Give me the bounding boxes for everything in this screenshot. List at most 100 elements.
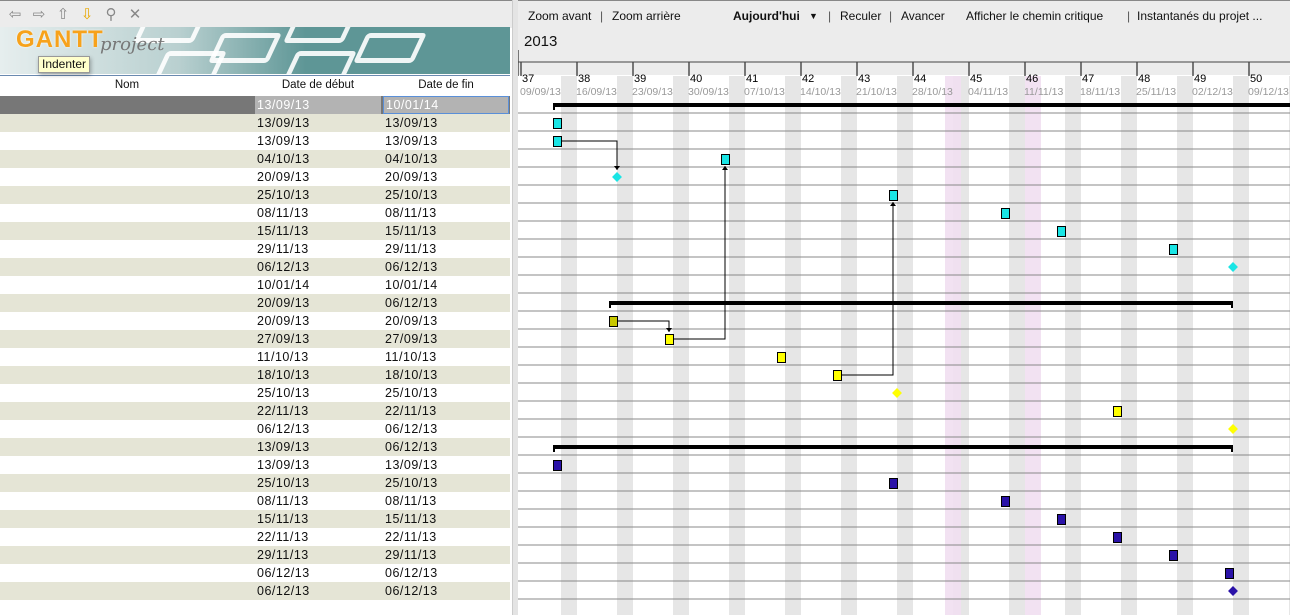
start-date-cell[interactable]: 13/09/13 — [257, 134, 310, 148]
end-date-cell[interactable]: 06/12/13 — [385, 440, 438, 454]
table-row[interactable]: Gestion des tests d'intégration27/09/132… — [0, 330, 510, 348]
unlink-icon[interactable]: ✕ — [128, 6, 142, 23]
end-date-cell[interactable]: 06/12/13 — [385, 260, 438, 274]
end-date-cell[interactable]: 08/11/13 — [385, 206, 437, 220]
critical-path-button[interactable]: Afficher le chemin critique — [966, 9, 1104, 23]
arrow-up-icon[interactable]: ⇧ — [56, 6, 70, 23]
start-date-cell[interactable]: 11/10/13 — [257, 350, 309, 364]
table-row[interactable]: Gestion des tests unitaires20/09/1320/09… — [0, 312, 510, 330]
table-row[interactable]: Méthodologie de gestion de ve...25/10/13… — [0, 186, 510, 204]
end-date-cell[interactable]: 20/09/13 — [385, 170, 438, 184]
end-date-cell[interactable]: 29/11/13 — [385, 242, 437, 256]
end-date-cell[interactable]: 20/09/13 — [385, 314, 438, 328]
end-date-cell[interactable]: 25/10/13 — [385, 476, 438, 490]
arrow-right-icon[interactable]: ⇨ — [32, 6, 46, 23]
snapshots-button[interactable]: Instantanés du projet ... — [1137, 9, 1263, 23]
arrow-down-icon[interactable]: ⇩ — [80, 6, 94, 23]
start-date-cell[interactable]: 06/12/13 — [257, 566, 310, 580]
end-date-cell[interactable]: 13/09/13 — [385, 134, 438, 148]
end-date-cell[interactable]: 25/10/13 — [385, 386, 438, 400]
start-date-cell[interactable]: 29/11/13 — [257, 548, 309, 562]
start-date-cell[interactable]: 20/09/13 — [257, 314, 310, 328]
start-date-cell[interactable]: 06/12/13 — [257, 422, 310, 436]
start-date-cell[interactable]: 08/11/13 — [257, 206, 309, 220]
start-date-cell[interactable]: 13/09/13 — [255, 96, 381, 114]
start-date-cell[interactable]: 10/01/14 — [257, 278, 310, 292]
end-date-cell[interactable]: 08/11/13 — [385, 494, 437, 508]
arrow-left-icon[interactable]: ⇦ — [8, 6, 22, 23]
start-date-cell[interactable]: 18/10/13 — [257, 368, 310, 382]
start-date-cell[interactable]: 27/09/13 — [257, 332, 310, 346]
end-date-cell[interactable]: 29/11/13 — [385, 548, 437, 562]
start-date-cell[interactable]: 06/12/13 — [257, 260, 310, 274]
start-date-cell[interactable]: 25/10/13 — [257, 188, 310, 202]
chevron-down-icon[interactable]: ▼ — [809, 11, 818, 21]
end-date-cell[interactable]: 13/09/13 — [385, 458, 438, 472]
back-button[interactable]: Reculer — [840, 9, 882, 23]
start-date-cell[interactable]: 22/11/13 — [257, 404, 309, 418]
end-date-cell[interactable]: 06/12/13 — [385, 584, 438, 598]
end-date-cell[interactable]: 18/10/13 — [385, 368, 438, 382]
start-date-cell[interactable]: 29/11/13 — [257, 242, 309, 256]
table-row[interactable]: Bilan avancement du projet06/12/1306/12/… — [0, 582, 510, 600]
forward-button[interactable]: Avancer — [901, 9, 945, 23]
start-date-cell[interactable]: 20/09/13 — [257, 170, 310, 184]
start-date-cell[interactable]: 15/11/13 — [257, 224, 309, 238]
start-date-cell[interactable]: 22/11/13 — [257, 530, 309, 544]
end-date-cell[interactable]: 22/11/13 — [385, 530, 437, 544]
end-date-cell[interactable]: 04/10/13 — [385, 152, 438, 166]
end-date-cell[interactable]: 25/10/13 — [385, 188, 438, 202]
today-button[interactable]: Aujourd'hui — [733, 9, 800, 23]
start-date-cell[interactable]: 20/09/13 — [257, 296, 310, 310]
start-date-cell[interactable]: 15/11/13 — [257, 512, 309, 526]
start-date-cell[interactable]: 13/09/13 — [257, 116, 310, 130]
end-date-cell[interactable]: 06/12/13 — [385, 296, 438, 310]
panel-splitter[interactable] — [512, 0, 518, 615]
column-header-end[interactable]: Date de fin — [418, 79, 474, 91]
end-date-cell[interactable]: 15/11/13 — [385, 512, 437, 526]
start-date-cell[interactable]: 25/10/13 — [257, 476, 310, 490]
start-date-cell[interactable]: 04/10/13 — [257, 152, 310, 166]
start-date-cell[interactable]: 13/09/13 — [257, 458, 310, 472]
end-date-cell[interactable]: 06/12/13 — [385, 422, 438, 436]
end-date-cell[interactable]: 27/09/13 — [385, 332, 438, 346]
start-date-cell[interactable]: 25/10/13 — [257, 386, 310, 400]
end-date-cell[interactable]: 13/09/13 — [385, 116, 438, 130]
end-date-cell[interactable]: 22/11/13 — [385, 404, 437, 418]
link-icon[interactable]: ⚲ — [105, 6, 117, 23]
end-date-cell[interactable]: 15/11/13 — [385, 224, 437, 238]
column-header-start[interactable]: Date de début — [281, 79, 355, 91]
start-date-cell[interactable]: 13/09/13 — [257, 440, 310, 454]
zoom-in-button[interactable]: Zoom avant — [528, 9, 592, 23]
end-date-cell[interactable]: 10/01/14 — [383, 96, 509, 114]
table-row[interactable]: Présentation de l'avancement d...06/12/1… — [0, 564, 510, 582]
end-date-cell[interactable]: 06/12/13 — [385, 566, 438, 580]
column-header-name[interactable]: Nom — [114, 79, 140, 91]
end-date-cell[interactable]: 10/01/14 — [385, 278, 438, 292]
start-date-cell[interactable]: 08/11/13 — [257, 494, 309, 508]
zoom-out-button[interactable]: Zoom arrière — [612, 9, 681, 23]
start-date-cell[interactable]: 06/12/13 — [257, 584, 310, 598]
table-row[interactable]: Evaluation de la gestion de pro...06/12/… — [0, 258, 510, 276]
table-row[interactable]: Environnement Code & tests25/10/1325/10/… — [0, 384, 510, 402]
